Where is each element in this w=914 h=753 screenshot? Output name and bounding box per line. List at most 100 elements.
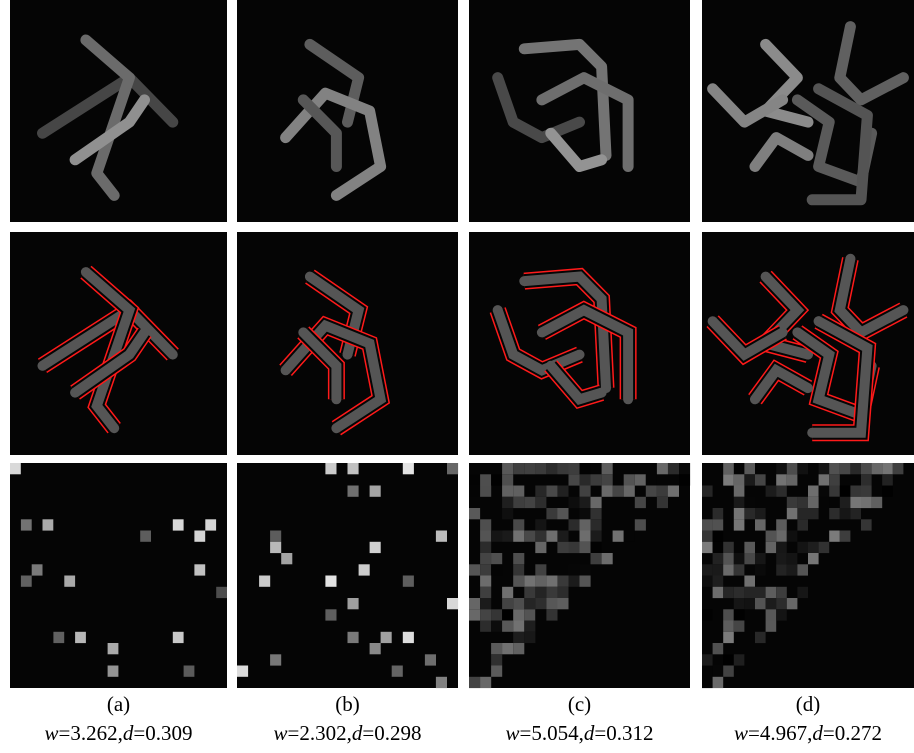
heat-cell (425, 654, 436, 665)
heat-cell (270, 654, 281, 665)
heat-cell (513, 497, 524, 508)
heat-cell (850, 486, 861, 497)
heat-cell (524, 609, 535, 620)
heat-cell (744, 474, 755, 485)
heat-cell (524, 621, 535, 632)
heat-cell (21, 519, 32, 530)
heat-cell (657, 497, 668, 508)
heat-cell (850, 497, 861, 508)
heat-cell (480, 531, 491, 542)
heat-cell (776, 463, 787, 474)
heat-cell (580, 542, 591, 553)
heat-cell (546, 609, 557, 620)
heat-cell (580, 576, 591, 587)
heat-cell (893, 463, 904, 474)
figure: (a)w=3.262,d=0.309(b)w=2.302,d=0.298(c)w… (0, 0, 914, 753)
heat-cell (480, 474, 491, 485)
heat-cell (882, 486, 893, 497)
heat-cell (657, 463, 668, 474)
heat-cell (513, 553, 524, 564)
heat-cell (744, 542, 755, 553)
heat-cell (787, 497, 798, 508)
heat-cell (469, 474, 480, 485)
heat-cell (744, 598, 755, 609)
heat-cell (546, 576, 557, 587)
heat-cell (513, 609, 524, 620)
heat-cell (325, 576, 336, 587)
heat-cell (491, 654, 502, 665)
heat-cell (591, 542, 602, 553)
heat-cell (861, 519, 872, 530)
heat-cell (819, 486, 830, 497)
heat-cell (713, 553, 724, 564)
heat-cell (546, 587, 557, 598)
heat-cell (734, 474, 745, 485)
heat-cell (734, 598, 745, 609)
caption-part: w (734, 721, 748, 745)
heat-cell (524, 463, 535, 474)
heat-cell (744, 587, 755, 598)
caption-part: d (584, 721, 595, 745)
heat-cell (829, 463, 840, 474)
heat-cell (502, 508, 513, 519)
heat-cell (755, 474, 766, 485)
heat-cell (557, 587, 568, 598)
heat-cell (184, 666, 195, 677)
heat-cell (808, 508, 819, 519)
heat-cell (108, 666, 119, 677)
heat-cell (713, 576, 724, 587)
heat-cell (734, 497, 745, 508)
caption-part: w (506, 721, 520, 745)
heat-cell (205, 519, 216, 530)
heat-cell (480, 598, 491, 609)
heat-cell (755, 564, 766, 575)
heat-cell (469, 609, 480, 620)
heat-cell (237, 666, 248, 677)
panel-caption: w=2.302,d=0.298 (274, 721, 422, 745)
heat-cell (580, 497, 591, 508)
heat-cell (840, 486, 851, 497)
heat-cell (502, 643, 513, 654)
heat-cell (797, 519, 808, 530)
heat-cell (872, 463, 883, 474)
heat-cell (723, 666, 734, 677)
heat-cell (370, 486, 381, 497)
heat-cell (787, 553, 798, 564)
panel-caption: w=4.967,d=0.272 (734, 721, 882, 745)
heat-cell (325, 609, 336, 620)
heat-cell (668, 463, 679, 474)
heat-cell (535, 486, 546, 497)
heat-cell (702, 654, 713, 665)
heat-cell (766, 621, 777, 632)
heat-cell (776, 587, 787, 598)
heat-cell (766, 609, 777, 620)
heat-cell (348, 632, 359, 643)
heat-cell (535, 609, 546, 620)
heat-cell (819, 542, 830, 553)
heat-cell (861, 474, 872, 485)
heat-cell (723, 564, 734, 575)
panel-caption: w=5.054,d=0.312 (506, 721, 654, 745)
heat-cell (140, 531, 151, 542)
caption-part: =4.967, (748, 721, 812, 745)
heat-cell (569, 474, 580, 485)
heat-cell (173, 519, 184, 530)
caption-part: =5.054, (520, 721, 584, 745)
heat-cell (840, 463, 851, 474)
heat-cell (766, 598, 777, 609)
heat-cell (829, 531, 840, 542)
heat-cell (744, 463, 755, 474)
heat-cell (668, 486, 679, 497)
heat-cell (797, 508, 808, 519)
heat-cell (755, 587, 766, 598)
heat-cell (469, 486, 480, 497)
heat-cell (861, 486, 872, 497)
heat-cell (744, 553, 755, 564)
caption-part: d (352, 721, 363, 745)
heat-cell (850, 463, 861, 474)
caption-part: =0.272 (823, 721, 882, 745)
heat-cell (602, 463, 613, 474)
heat-cell (635, 497, 646, 508)
heat-cell (469, 508, 480, 519)
heat-cell (723, 474, 734, 485)
